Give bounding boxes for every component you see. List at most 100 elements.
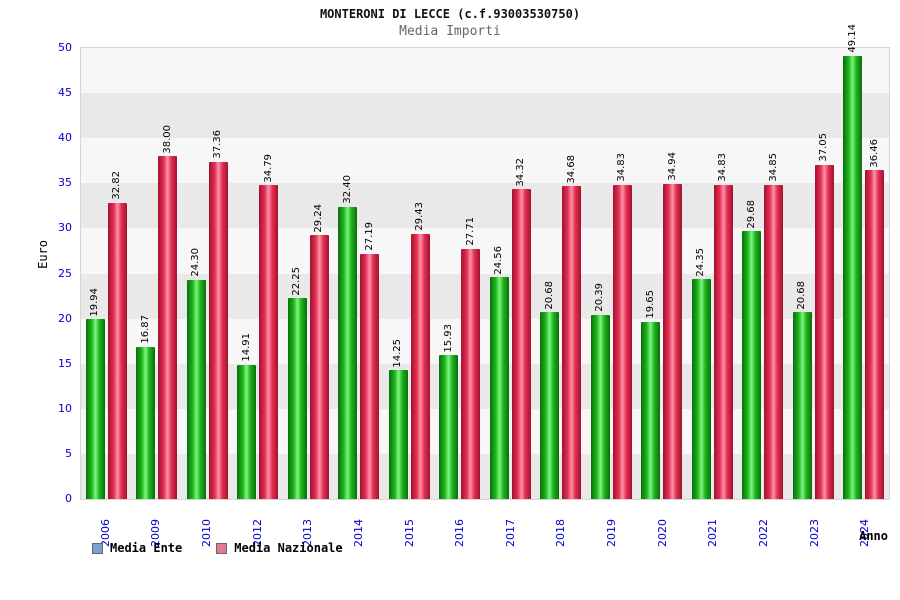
bar-ente-2014: 32.40 [338, 175, 358, 499]
bar-value-label: 20.68 [543, 280, 555, 310]
chart-title: MONTERONI DI LECCE (c.f.93003530750) [319, 7, 581, 21]
legend: Media Ente Media Nazionale [92, 541, 343, 555]
bar-nazionale-2015: 29.43 [410, 202, 430, 499]
bar-value-label: 22.25 [291, 266, 303, 296]
y-tick-label: 45 [58, 86, 72, 100]
x-tick-2016: 2016 [434, 503, 485, 547]
bar-ente-2022: 29.68 [742, 200, 762, 499]
bar-group-2018: 20.68 34.68 [536, 48, 587, 499]
x-tick-label: 2017 [503, 519, 517, 547]
y-tick-label: 15 [58, 356, 72, 370]
bar-ente-2016: 15.93 [439, 324, 459, 499]
chart-subtitle: Media Importi [399, 24, 501, 39]
bar-group-2009: 16.87 38.00 [132, 48, 183, 499]
x-tick-label: 2014 [351, 519, 365, 547]
y-tick-label: 35 [58, 176, 72, 190]
y-tick-label: 10 [58, 401, 72, 415]
x-tick-label: 2019 [605, 519, 619, 547]
bar-value-label: 20.39 [594, 283, 606, 313]
bar-value-label: 14.91 [240, 332, 252, 362]
bar-nazionale-2012: 34.79 [259, 154, 279, 499]
x-tick-label: 2022 [756, 519, 770, 547]
bar-value-label: 34.94 [666, 152, 678, 181]
bar-group-2016: 15.93 27.71 [435, 48, 486, 499]
legend-item-media-ente: Media Ente [92, 541, 182, 555]
x-tick-label: 2021 [706, 519, 720, 547]
bar-nazionale-2017: 34.32 [511, 158, 531, 499]
bar-value-label: 27.19 [363, 222, 375, 251]
bar-value-label: 15.93 [442, 323, 454, 353]
bar-group-2023: 20.68 37.05 [788, 48, 839, 499]
x-tick-2022: 2022 [738, 503, 789, 547]
x-tick-2020: 2020 [637, 503, 688, 547]
bar-value-label: 19.94 [89, 287, 101, 317]
bar-nazionale-2018: 34.68 [562, 155, 582, 499]
bar-ente-2015: 14.25 [388, 339, 408, 499]
bar-nazionale-2024: 36.46 [865, 139, 885, 499]
bar-value-label: 34.79 [262, 153, 274, 183]
bar-ente-2021: 24.35 [691, 248, 711, 499]
bar-group-2021: 24.35 34.83 [687, 48, 738, 499]
bar-group-2014: 32.40 27.19 [334, 48, 385, 499]
bar-value-label: 34.68 [565, 154, 577, 184]
bar-nazionale-2014: 27.19 [360, 222, 380, 499]
bar-nazionale-2023: 37.05 [814, 133, 834, 499]
bar-group-2006: 19.94 32.82 [81, 48, 132, 499]
bar-group-2024: 49.14 36.46 [839, 24, 890, 499]
bar-value-label: 32.40 [341, 175, 353, 204]
bar-group-2012: 14.91 34.79 [233, 48, 284, 499]
bar-value-label: 36.46 [868, 138, 880, 168]
bar-value-label: 34.85 [767, 153, 779, 182]
bar-nazionale-2016: 27.71 [461, 217, 481, 499]
bar-value-label: 24.35 [695, 247, 707, 277]
y-axis-ticks: 0 5 10 15 20 25 30 35 40 45 50 [58, 42, 889, 505]
bar-ente-2024: 49.14 [843, 24, 863, 499]
bar-ente-2013: 22.25 [287, 267, 307, 499]
bar-ente-2012: 14.91 [237, 333, 257, 499]
y-tick-label: 25 [58, 266, 72, 280]
bar-value-label: 24.30 [190, 248, 202, 277]
bar-value-label: 27.71 [464, 217, 476, 247]
legend-swatch [216, 542, 228, 554]
bar-nazionale-2006: 32.82 [107, 171, 127, 499]
bar-ente-2017: 24.56 [489, 246, 509, 499]
bar-group-2010: 24.30 37.36 [182, 48, 233, 499]
legend-item-media-nazionale: Media Nazionale [216, 541, 343, 555]
bar-value-label: 24.56 [493, 245, 505, 275]
y-tick-label: 30 [58, 221, 72, 235]
bar-nazionale-2022: 34.85 [764, 153, 784, 499]
bar-value-label: 32.82 [111, 171, 123, 200]
bar-ente-2023: 20.68 [792, 281, 812, 499]
x-axis-label: Anno [859, 529, 888, 543]
x-tick-label: 2020 [655, 519, 669, 547]
x-tick-2015: 2015 [384, 503, 435, 547]
bar-group-2020: 19.65 34.94 [637, 48, 688, 499]
bar-value-label: 37.05 [818, 133, 830, 162]
x-tick-2017: 2017 [485, 503, 536, 547]
y-tick-label: 20 [58, 311, 72, 325]
bar-group-2019: 20.39 34.83 [586, 48, 637, 499]
legend-label: Media Nazionale [234, 541, 343, 555]
bar-ente-2018: 20.68 [540, 281, 560, 499]
x-tick-label: 2015 [402, 519, 416, 547]
grid-band [81, 48, 889, 94]
bar-ente-2009: 16.87 [136, 315, 156, 499]
x-tick-2023: 2023 [789, 503, 840, 547]
y-tick-label: 50 [58, 41, 72, 54]
bar-value-label: 16.87 [139, 315, 151, 344]
bar-value-label: 49.14 [846, 24, 858, 53]
bar-ente-2020: 19.65 [641, 290, 661, 499]
legend-label: Media Ente [110, 541, 183, 555]
x-tick-2018: 2018 [536, 503, 587, 547]
bar-value-label: 29.24 [313, 203, 325, 233]
bar-value-label: 29.43 [414, 201, 426, 231]
bar-group-2022: 29.68 34.85 [738, 48, 789, 499]
bar-group-2017: 24.56 34.32 [485, 48, 536, 499]
bar-ente-2019: 20.39 [590, 283, 610, 499]
plot-area: 0 5 10 15 20 25 30 35 40 45 50 19.94 32.82 16.87 38.0… [58, 24, 890, 505]
bar-value-label: 37.36 [212, 130, 224, 160]
bar-value-label: 34.83 [616, 153, 628, 182]
x-tick-2021: 2021 [688, 503, 739, 547]
bar-value-label: 38.00 [161, 124, 173, 154]
bar-nazionale-2020: 34.94 [663, 152, 683, 499]
